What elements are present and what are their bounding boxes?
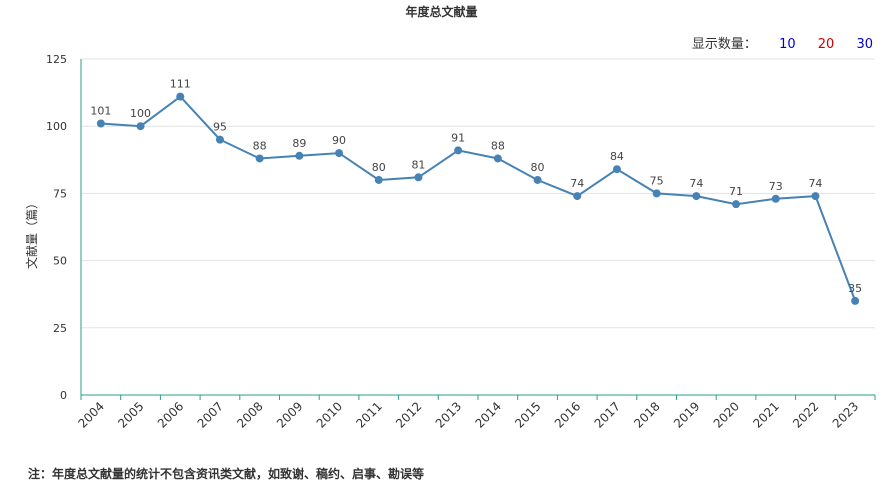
x-tick-label: 2012 (393, 399, 424, 430)
data-point (652, 189, 661, 198)
data-point (692, 192, 701, 201)
x-tick-label: 2020 (711, 399, 742, 430)
data-point (612, 165, 621, 174)
x-tick-label: 2009 (274, 399, 305, 430)
x-tick-label: 2023 (830, 399, 861, 430)
data-label: 88 (491, 139, 505, 152)
data-point (493, 154, 502, 163)
data-point (533, 175, 542, 184)
x-tick-label: 2004 (75, 399, 106, 430)
data-label: 91 (451, 131, 465, 144)
x-tick-label: 2007 (195, 399, 226, 430)
y-axis-title: 文献量（篇） (24, 197, 39, 269)
data-label: 84 (610, 150, 624, 163)
data-label: 74 (689, 177, 703, 190)
data-point (136, 122, 145, 131)
data-point (176, 92, 185, 101)
data-point (215, 135, 224, 144)
series-line (100, 95, 857, 302)
data-label: 111 (170, 78, 191, 91)
x-tick-label: 2006 (155, 399, 186, 430)
y-tick-label: 75 (53, 187, 67, 200)
data-label: 80 (372, 161, 386, 174)
x-tick-label: 2022 (790, 399, 821, 430)
display-count-label: 显示数量： (691, 37, 757, 52)
data-label: 89 (292, 137, 306, 150)
display-count-10-link[interactable]: 10 (779, 37, 796, 52)
data-point (374, 175, 383, 184)
data-label: 90 (332, 134, 346, 147)
y-tick-label: 125 (46, 53, 67, 66)
data-label: 35 (848, 282, 862, 295)
x-tick-label: 2017 (592, 399, 623, 430)
data-point (335, 149, 344, 158)
data-point (851, 296, 860, 305)
data-label: 74 (808, 177, 822, 190)
x-tick-label: 2019 (671, 399, 702, 430)
data-label: 80 (531, 161, 545, 174)
display-count-selector: 显示数量： 10 20 30 (688, 33, 873, 52)
data-label: 95 (213, 121, 227, 134)
x-tick-label: 2015 (512, 399, 543, 430)
x-tick-label: 2014 (472, 399, 503, 430)
data-label: 101 (90, 105, 111, 118)
data-label: 73 (769, 180, 783, 193)
data-label: 75 (650, 174, 664, 187)
x-tick-label: 2010 (314, 399, 345, 430)
display-count-30-link[interactable]: 30 (856, 37, 873, 52)
data-point (573, 192, 582, 201)
data-point (414, 173, 423, 182)
x-tick-label: 2016 (552, 399, 583, 430)
x-tick-label: 2011 (353, 399, 384, 430)
y-tick-label: 25 (53, 322, 67, 335)
y-tick-label: 50 (53, 255, 67, 268)
data-point (255, 154, 264, 163)
data-label: 81 (411, 158, 425, 171)
data-label: 88 (253, 139, 267, 152)
x-tick-label: 2005 (115, 399, 146, 430)
data-point (454, 146, 463, 155)
y-tick-label: 0 (60, 389, 67, 402)
data-point (771, 194, 780, 203)
data-label: 100 (130, 107, 151, 120)
chart-title: 年度总文献量 (405, 5, 478, 19)
data-label: 74 (570, 177, 584, 190)
x-tick-label: 2021 (750, 399, 781, 430)
footnote: 注：年度总文献量的统计不包含资讯类文献，如致谢、稿约、启事、勘误等 (28, 467, 425, 481)
x-tick-label: 2018 (631, 399, 662, 430)
data-label: 71 (729, 185, 743, 198)
x-tick-label: 2008 (234, 399, 265, 430)
data-point (295, 151, 304, 160)
x-tick-label: 2013 (433, 399, 464, 430)
data-point (96, 119, 105, 128)
y-tick-label: 100 (46, 120, 67, 133)
data-point (732, 200, 741, 209)
data-point (811, 192, 820, 201)
display-count-20-link[interactable]: 20 (817, 37, 835, 52)
